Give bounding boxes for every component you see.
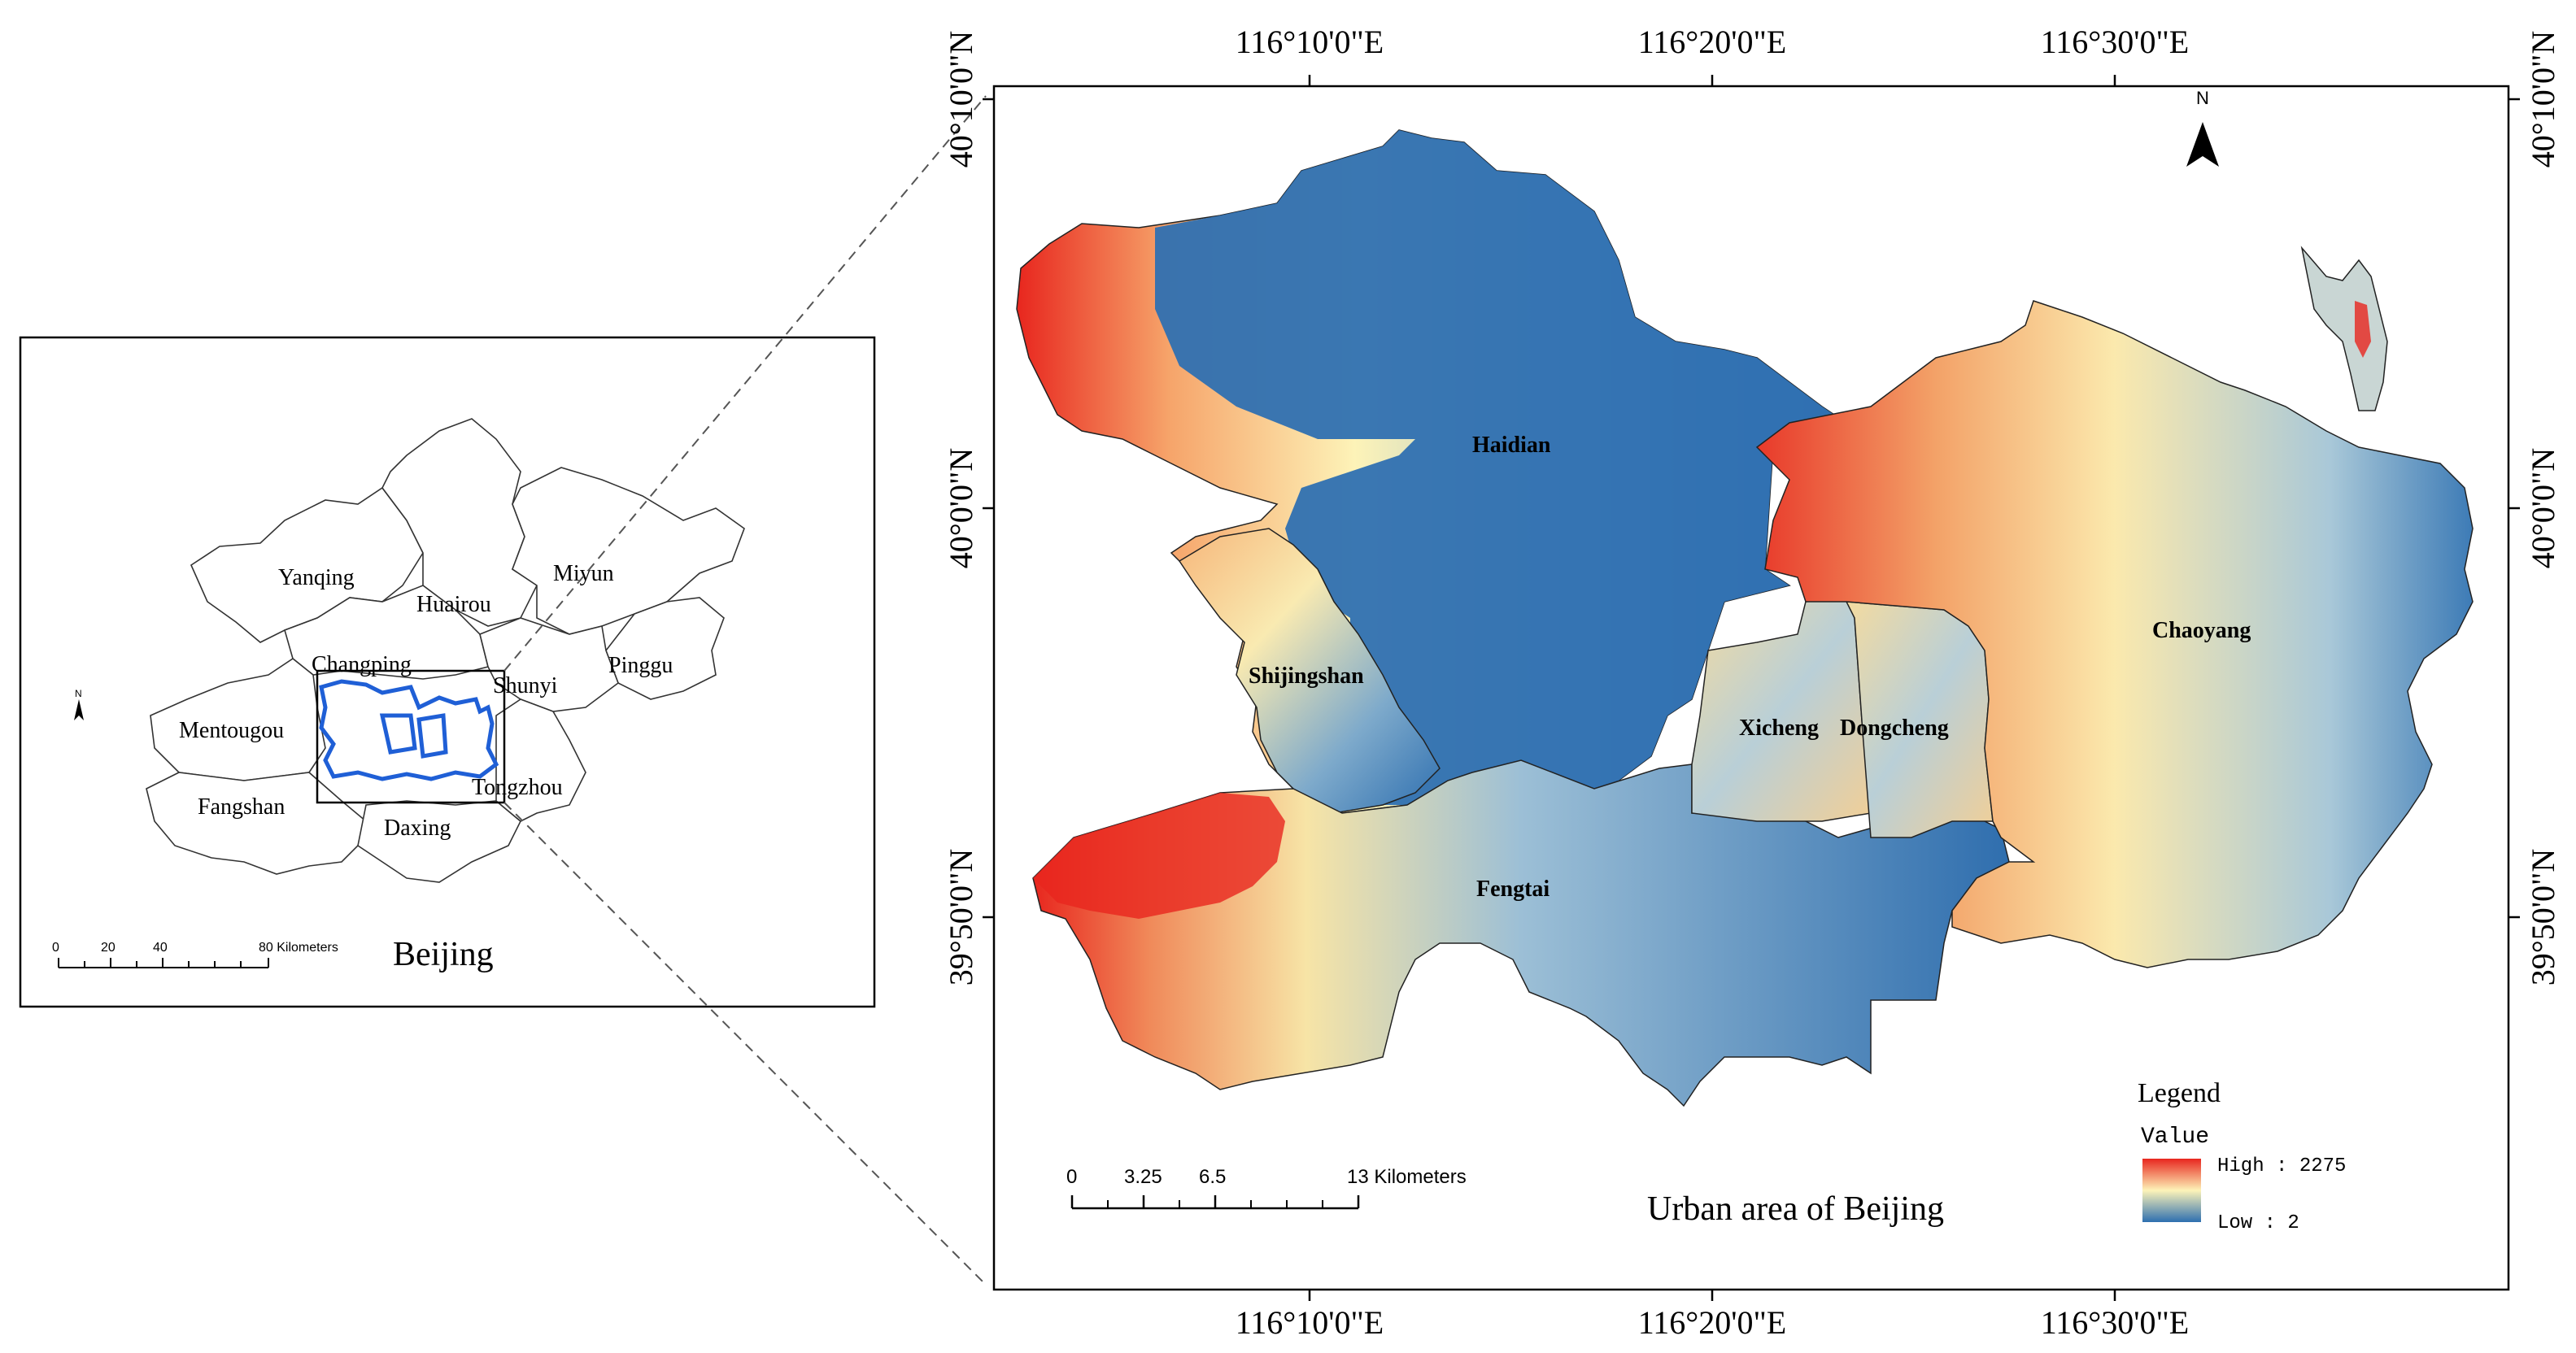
district-haidian-body	[1155, 130, 1863, 805]
connector-top	[503, 95, 987, 672]
label-chaoyang: Chaoyang	[2152, 618, 2251, 643]
main-north-arrow: N	[2186, 88, 2219, 167]
overview-scale-end: 80 Kilometers	[259, 941, 338, 955]
overview-label-shunyi: Shunyi	[493, 673, 558, 698]
district-chaoyang-shape	[1755, 300, 2474, 968]
overview-labels: Yanqing Huairou Miyun Changping Shunyi P…	[179, 561, 673, 841]
main-scale-end: 13 Kilometers	[1347, 1166, 1467, 1188]
legend: Legend Value High : 2275 Low : 2	[2138, 1078, 2346, 1234]
label-shijingshan: Shijingshan	[1249, 663, 1364, 689]
fengtai-hills	[1033, 793, 1285, 919]
legend-high-label: High : 2275	[2217, 1155, 2346, 1177]
label-dongcheng: Dongcheng	[1840, 716, 1949, 741]
main-north-label: N	[2196, 88, 2209, 108]
lon-label-bottom-3: 116°30'0"E	[2041, 1304, 2189, 1341]
lat-ticks	[983, 98, 2520, 919]
overview-title: Beijing	[393, 936, 494, 973]
overview-scale-bar: 0 20 40 80 Kilometers	[52, 941, 338, 968]
lat-label-left-3: 39°50'0"N	[943, 849, 979, 985]
district-shijingshan-shape	[1178, 528, 1441, 814]
overview-label-pinggu: Pinggu	[608, 653, 673, 678]
district-tongzhou-shape	[495, 698, 586, 822]
overview-label-tongzhou: Tongzhou	[472, 775, 563, 800]
urban-extent-box	[316, 669, 506, 804]
legend-subtitle: Value	[2141, 1125, 2209, 1150]
district-daxing-shape	[357, 800, 521, 883]
overview-scale-tick-2: 40	[153, 941, 168, 955]
lon-labels-top: 116°10'0"E 116°20'0"E 116°30'0"E	[1236, 24, 2189, 60]
overview-scale-tick-0: 0	[52, 941, 59, 955]
lat-labels-left: 40°10'0"N 40°0'0"N 39°50'0"N	[943, 31, 979, 985]
lat-label-right-1: 40°10'0"N	[2525, 31, 2561, 167]
label-haidian: Haidian	[1472, 433, 1551, 458]
legend-low-label: Low : 2	[2217, 1212, 2299, 1234]
main-scale-tick-1: 3.25	[1124, 1166, 1162, 1188]
overview-label-daxing: Daxing	[384, 816, 451, 841]
lat-labels-right: 40°10'0"N 40°0'0"N 39°50'0"N	[2525, 31, 2561, 985]
label-xicheng: Xicheng	[1739, 716, 1819, 741]
urban-area-outline	[319, 679, 499, 781]
overview-label-fangshan: Fangshan	[198, 794, 285, 820]
lat-label-right-3: 39°50'0"N	[2525, 849, 2561, 985]
lon-label-top-1: 116°10'0"E	[1236, 24, 1384, 60]
overview-label-changping: Changping	[312, 652, 412, 677]
district-shunyi-shape	[479, 617, 619, 712]
lon-label-top-3: 116°30'0"E	[2041, 24, 2189, 60]
main-north-arrow-icon	[2186, 122, 2219, 167]
main-map-title: Urban area of Beijing	[1647, 1190, 1944, 1228]
legend-color-ramp	[2142, 1159, 2201, 1222]
main-scale-tick-2: 6.5	[1199, 1166, 1226, 1188]
lon-labels-bottom: 116°10'0"E 116°20'0"E 116°30'0"E	[1236, 1304, 2189, 1341]
label-fengtai: Fengtai	[1476, 877, 1550, 902]
overview-label-mentougou: Mentougou	[179, 718, 284, 743]
lat-label-left-1: 40°10'0"N	[943, 31, 979, 167]
chaoyang-exclave-hotspot	[2355, 301, 2371, 358]
overview-label-miyun: Miyun	[553, 561, 614, 586]
overview-north-arrow: N	[74, 688, 84, 720]
legend-title: Legend	[2138, 1078, 2221, 1108]
overview-north-arrow-icon	[74, 699, 84, 720]
lon-label-top-2: 116°20'0"E	[1638, 24, 1786, 60]
lon-label-bottom-1: 116°10'0"E	[1236, 1304, 1384, 1341]
main-district-labels: Haidian Shijingshan Chaoyang Xicheng Don…	[1249, 433, 2251, 902]
overview-label-huairou: Huairou	[416, 592, 491, 617]
lat-label-right-2: 40°0'0"N	[2525, 448, 2561, 568]
overview-north-label: N	[75, 688, 82, 699]
district-yanqing-shape	[190, 486, 424, 643]
chaoyang-exclave-shape	[2300, 246, 2388, 411]
main-scale-bar: 0 3.25 6.5 13 Kilometers	[1066, 1166, 1467, 1210]
overview-label-yanqing: Yanqing	[278, 565, 355, 590]
lon-label-bottom-2: 116°20'0"E	[1638, 1304, 1786, 1341]
district-huairou-shape	[381, 418, 538, 627]
overview-scale-tick-1: 20	[101, 941, 116, 955]
overview-districts	[146, 418, 745, 883]
main-scale-tick-0: 0	[1066, 1166, 1077, 1188]
lon-ticks	[1308, 75, 2116, 1301]
lat-label-left-2: 40°0'0"N	[943, 448, 979, 568]
